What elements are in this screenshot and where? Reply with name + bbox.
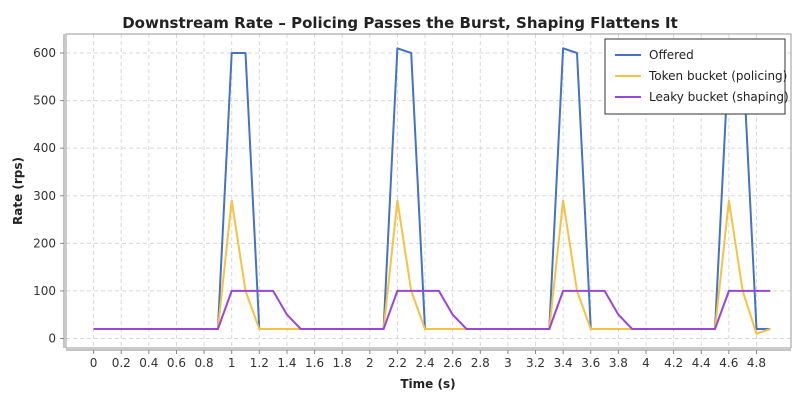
x-tick-label: 4.8 bbox=[747, 356, 766, 370]
plot-border bbox=[65, 33, 792, 349]
y-axis-label: Rate (rps) bbox=[11, 157, 25, 225]
y-tick-label: 0 bbox=[48, 331, 56, 345]
x-tick-label: 0.2 bbox=[112, 356, 131, 370]
x-tick-label: 3.8 bbox=[609, 356, 628, 370]
legend-label: Leaky bucket (shaping) bbox=[649, 90, 789, 104]
x-tick-label: 3.6 bbox=[581, 356, 600, 370]
x-tick-label: 4.6 bbox=[719, 356, 738, 370]
x-tick-label: 2.8 bbox=[471, 356, 490, 370]
x-tick-label: 4 bbox=[642, 356, 650, 370]
x-tick-label: 1.2 bbox=[250, 356, 269, 370]
x-tick-label: 3 bbox=[504, 356, 512, 370]
x-tick-label: 3.4 bbox=[554, 356, 573, 370]
legend-label: Token bucket (policing) bbox=[648, 69, 787, 83]
x-tick-label: 0 bbox=[90, 356, 98, 370]
x-tick-label: 2.4 bbox=[416, 356, 435, 370]
x-tick-label: 2.2 bbox=[388, 356, 407, 370]
x-tick-label: 4.2 bbox=[664, 356, 683, 370]
x-tick-label: 3.2 bbox=[526, 356, 545, 370]
x-tick-label: 2 bbox=[366, 356, 374, 370]
x-tick-label: 1 bbox=[228, 356, 236, 370]
series-line-2 bbox=[93, 289, 771, 330]
x-tick-label: 4.4 bbox=[692, 356, 711, 370]
y-tick-label: 100 bbox=[33, 284, 56, 298]
y-tick-label: 200 bbox=[33, 236, 56, 250]
y-tick-label: 300 bbox=[33, 189, 56, 203]
grid-lines bbox=[66, 34, 791, 348]
y-tick-label: 400 bbox=[33, 141, 56, 155]
x-tick-label: 1.6 bbox=[305, 356, 324, 370]
x-tick-label: 1.8 bbox=[333, 356, 352, 370]
legend: Offered Token bucket (policing) Leaky buck… bbox=[604, 38, 789, 115]
x-tick-label: 0.4 bbox=[139, 356, 158, 370]
x-tick-label: 2.6 bbox=[443, 356, 462, 370]
y-tick-label: 500 bbox=[33, 94, 56, 108]
legend-label: Offered bbox=[649, 48, 694, 62]
x-tick-label: 1.4 bbox=[277, 356, 296, 370]
axes: 0 0.2 0.4 0.6 0.8 1 1.2 1.4 1.6 1.8 2 2.2 2.4 2.6 2.8 3… bbox=[33, 33, 792, 370]
y-tick-label: 600 bbox=[33, 46, 56, 60]
chart-title: Downstream Rate – Policing Passes the Bu… bbox=[122, 14, 678, 32]
x-axis-label: Time (s) bbox=[400, 377, 455, 391]
x-tick-label: 0.8 bbox=[195, 356, 214, 370]
x-tick-label: 0.6 bbox=[167, 356, 186, 370]
